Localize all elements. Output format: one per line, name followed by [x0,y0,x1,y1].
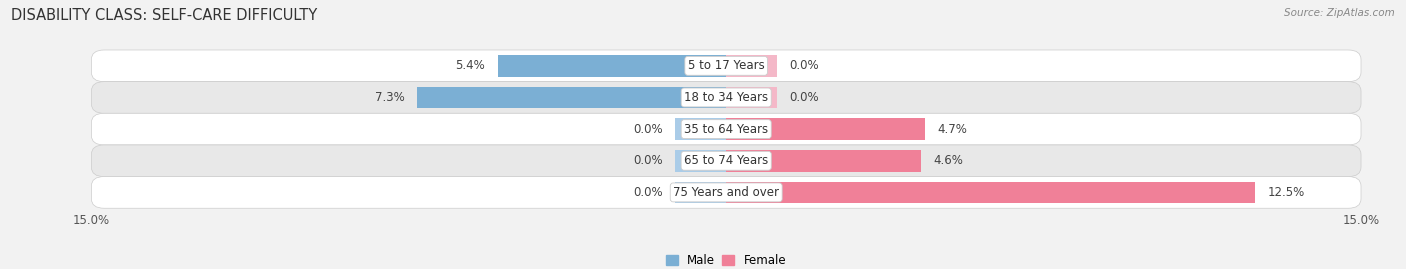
Bar [725,55,778,77]
Text: 18 to 34 Years: 18 to 34 Years [685,91,768,104]
Bar [418,87,725,108]
Bar [725,87,778,108]
Text: Source: ZipAtlas.com: Source: ZipAtlas.com [1284,8,1395,18]
Text: 0.0%: 0.0% [633,123,662,136]
Text: 12.5%: 12.5% [1268,186,1305,199]
FancyBboxPatch shape [91,176,1361,208]
Text: 0.0%: 0.0% [790,59,820,72]
Bar [725,118,925,140]
Text: 75 Years and over: 75 Years and over [673,186,779,199]
Text: 0.0%: 0.0% [790,91,820,104]
Bar [675,118,725,140]
Text: 7.3%: 7.3% [375,91,405,104]
FancyBboxPatch shape [91,50,1361,82]
Text: 65 to 74 Years: 65 to 74 Years [685,154,768,167]
Text: 0.0%: 0.0% [633,154,662,167]
Legend: Male, Female: Male, Female [661,249,792,269]
Text: 4.7%: 4.7% [938,123,967,136]
Text: 0.0%: 0.0% [633,186,662,199]
Bar [675,182,725,203]
FancyBboxPatch shape [91,113,1361,145]
Text: 5.4%: 5.4% [456,59,485,72]
Bar [725,182,1256,203]
Text: DISABILITY CLASS: SELF-CARE DIFFICULTY: DISABILITY CLASS: SELF-CARE DIFFICULTY [11,8,318,23]
Text: 35 to 64 Years: 35 to 64 Years [685,123,768,136]
Text: 4.6%: 4.6% [934,154,963,167]
FancyBboxPatch shape [91,145,1361,176]
Bar [498,55,725,77]
FancyBboxPatch shape [91,82,1361,113]
Bar [675,150,725,172]
Text: 5 to 17 Years: 5 to 17 Years [688,59,765,72]
Bar [725,150,921,172]
